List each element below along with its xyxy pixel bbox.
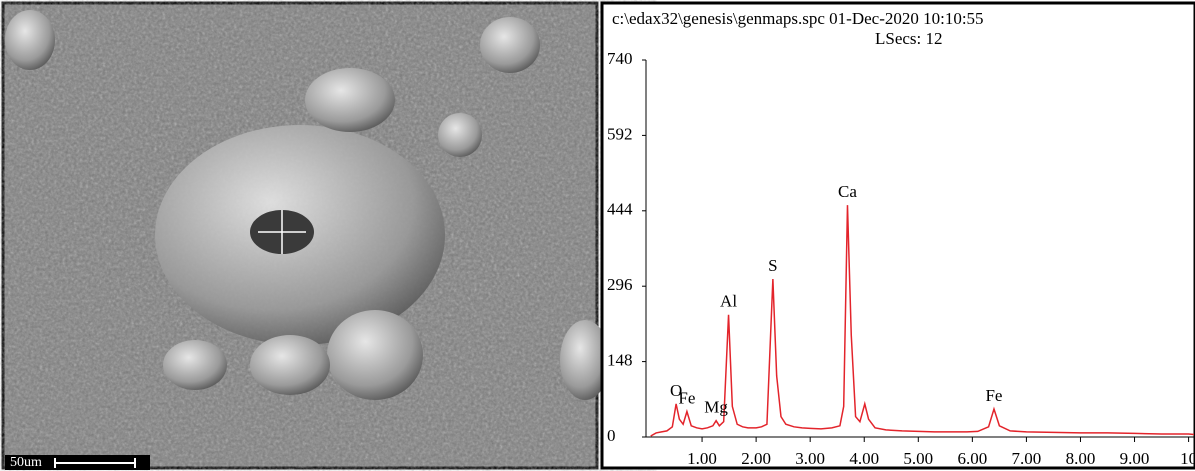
x-tick-label: 8.00 <box>1066 449 1096 468</box>
peak-label: S <box>768 256 777 275</box>
x-tick-label: 1.00 <box>687 449 717 468</box>
x-tick-label: 9.00 <box>1120 449 1150 468</box>
y-tick-label: 592 <box>607 124 633 143</box>
peak-label: Fe <box>678 388 695 407</box>
chart-title: c:\edax32\genesis\genmaps.spc 01-Dec-202… <box>612 9 984 28</box>
x-tick-label: 4.00 <box>849 449 879 468</box>
chart-subtitle: LSecs: 12 <box>875 29 943 48</box>
peak-label: Fe <box>985 386 1002 405</box>
y-tick-label: 444 <box>607 200 633 219</box>
x-tick-label: 2.00 <box>741 449 771 468</box>
spectrum-line <box>650 205 1195 437</box>
spectrum-chart: c:\edax32\genesis\genmaps.spc 01-Dec-202… <box>600 1 1195 470</box>
x-tick-label: 6.00 <box>957 449 987 468</box>
x-tick-label: 7.00 <box>1012 449 1042 468</box>
y-tick-label: 148 <box>607 351 633 370</box>
y-tick-label: 296 <box>607 275 633 294</box>
peak-label: Al <box>720 292 737 311</box>
x-tick-label: 10 <box>1180 449 1195 468</box>
sem-image: 50um <box>1 1 610 470</box>
x-tick-label: 3.00 <box>795 449 825 468</box>
y-tick-label: 740 <box>607 49 633 68</box>
x-tick-label: 5.00 <box>903 449 933 468</box>
peak-label: Mg <box>704 398 728 417</box>
y-tick-label: 0 <box>607 426 616 445</box>
scale-label: 50um <box>10 455 42 470</box>
peak-label: Ca <box>838 182 857 201</box>
peak-label: O <box>670 381 682 400</box>
